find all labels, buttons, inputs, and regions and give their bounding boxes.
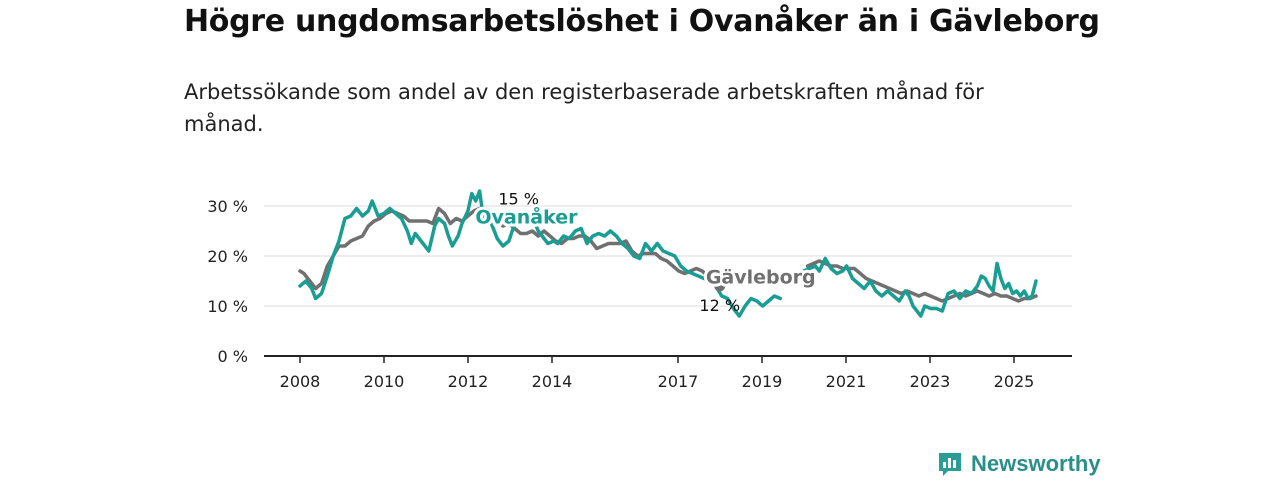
x-tick-label: 2010 <box>364 372 405 391</box>
y-tick-label: 30 % <box>207 197 248 216</box>
x-tick-label: 2021 <box>826 372 867 391</box>
series-line-g-vleborg <box>298 206 722 291</box>
x-tick-label: 2017 <box>658 372 699 391</box>
y-tick-label: 10 % <box>207 297 248 316</box>
series-label: Gävleborg <box>706 267 816 289</box>
brand-name: Newsworthy <box>971 451 1101 476</box>
end-value-label: 15 % <box>498 190 539 209</box>
brand-logo: Newsworthy <box>937 447 1101 481</box>
end-point-marker <box>714 280 726 292</box>
series-line-ovan-ker-segment-2 <box>532 219 783 318</box>
x-tick-label: 2012 <box>448 372 489 391</box>
chart-subtitle: Arbetssökande som andel av den registerb… <box>184 80 984 136</box>
x-tick-label: 2008 <box>280 372 321 391</box>
end-value-label: 12 % <box>699 296 740 315</box>
series-label-halo: Gävleborg <box>706 267 816 289</box>
series-label: Ovanåker <box>475 205 578 229</box>
series-label-halo: Ovanåker <box>475 205 578 229</box>
x-tick-label: 2014 <box>532 372 573 391</box>
end-point-marker <box>513 213 525 224</box>
x-tick-label: 2025 <box>994 372 1035 391</box>
y-tick-label: 0 % <box>218 347 248 366</box>
series-line-ovan-ker-segment-3 <box>801 256 1038 318</box>
series-line-ovan-ker <box>298 189 521 301</box>
y-tick-label: 20 % <box>207 247 248 266</box>
newsworthy-logo-icon <box>939 453 961 476</box>
x-tick-label: 2023 <box>910 372 951 391</box>
x-tick-label: 2019 <box>742 372 783 391</box>
chart-title: Högre ungdomsarbetslöshet i Ovanåker än … <box>184 4 1100 39</box>
